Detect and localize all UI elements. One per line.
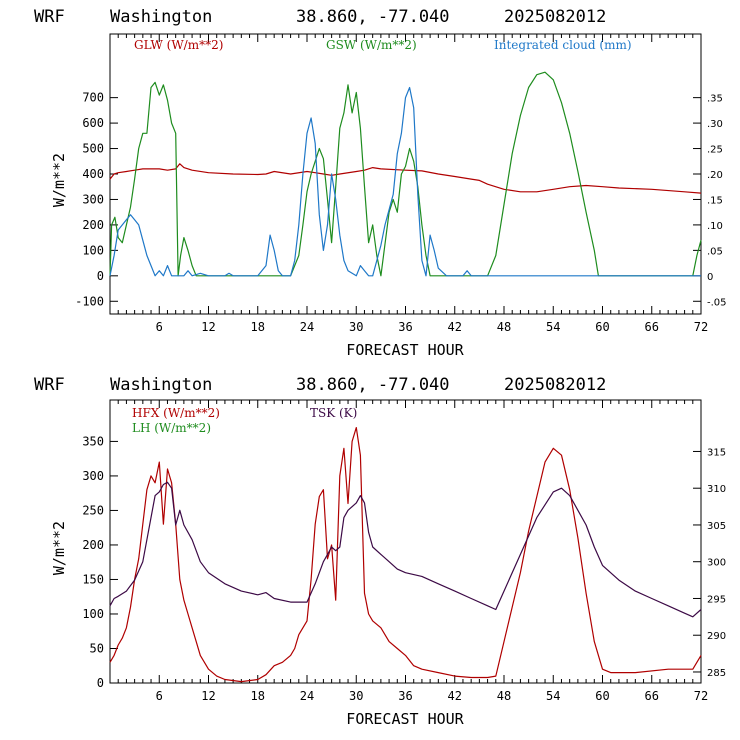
- x-tick-label: 66: [645, 689, 659, 703]
- x-tick-label: 72: [694, 320, 708, 334]
- x-tick-label: 36: [398, 320, 412, 334]
- series-line: [109, 427, 702, 683]
- x-tick-label: 24: [300, 689, 314, 703]
- series-line: [109, 163, 702, 194]
- y-axis-left: -100 0 100 200 300 400 500 600 700: [75, 91, 118, 308]
- y-tick-label: 200: [82, 538, 104, 552]
- y-tick-label: 500: [82, 142, 104, 156]
- y-axis-label: W/m**2: [50, 153, 68, 207]
- x-tick-label: 36: [398, 689, 412, 703]
- header-model-2: WRF: [34, 375, 65, 395]
- header-coords: 38.860, -77.040: [296, 7, 450, 27]
- y-tick-label: 150: [82, 572, 104, 586]
- x-tick-label: 60: [595, 689, 609, 703]
- x-tick-label: 6: [156, 320, 163, 334]
- series-line: [109, 481, 702, 618]
- header-location: Washington: [110, 7, 212, 27]
- y-tick-label: 0: [97, 269, 104, 283]
- y-right-tick-label: .05: [707, 246, 723, 257]
- series-line: [109, 86, 701, 277]
- y-axis-left-2: 0 50 100 150 200 250 300 350: [82, 434, 118, 690]
- series-line: [109, 71, 702, 277]
- y-right-tick-label: 290: [707, 631, 726, 642]
- x-tick-label: 48: [497, 320, 511, 334]
- x-tick-label: 72: [694, 689, 708, 703]
- y-tick-label: 0: [97, 676, 104, 690]
- y-tick-label: 100: [82, 607, 104, 621]
- y-right-tick-label: .30: [707, 119, 723, 130]
- header-init-time-2: 2025082012: [504, 375, 606, 395]
- plot-frame-2: [109, 399, 702, 684]
- legend-gsw: GSW (W/m**2): [326, 38, 417, 52]
- x-tick-label: 48: [497, 689, 511, 703]
- y-right-tick-label: 0: [707, 272, 713, 283]
- y-right-tick-label: 285: [707, 668, 726, 679]
- y-tick-label: 400: [82, 167, 104, 181]
- header-coords-2: 38.860, -77.040: [296, 375, 450, 395]
- y-right-tick-label: 310: [707, 484, 726, 495]
- series-group-2: [109, 427, 702, 683]
- y-tick-label: 200: [82, 218, 104, 232]
- y-tick-label: -100: [75, 294, 104, 308]
- x-axis: 6 12 18 24 30 36 42 48 54 60 66 72: [117, 34, 708, 334]
- x-tick-label: 6: [156, 689, 163, 703]
- y-tick-label: 600: [82, 116, 104, 130]
- x-tick-label: 24: [300, 320, 314, 334]
- y-tick-label: 250: [82, 503, 104, 517]
- x-axis-label: FORECAST HOUR: [346, 341, 464, 359]
- y-right-tick-label: .25: [707, 145, 723, 156]
- y-right-tick-label: 315: [707, 447, 726, 458]
- x-tick-label: 54: [546, 320, 560, 334]
- y-tick-label: 300: [82, 469, 104, 483]
- y-axis-right-2: 285 290 295 300 305 310 315: [693, 447, 726, 679]
- legend-lh: LH (W/m**2): [132, 421, 211, 435]
- surface-flux-panel: 6 12 18 24 30 36 42 48 54 60 66 72 0 50 100 150 200 250 3…: [50, 399, 726, 728]
- x-tick-label: 30: [349, 689, 363, 703]
- x-tick-label: 18: [251, 320, 265, 334]
- x-tick-label: 60: [595, 320, 609, 334]
- y-tick-label: 700: [82, 91, 104, 105]
- y-right-tick-label: .35: [707, 94, 723, 105]
- legend-glw: GLW (W/m**2): [134, 38, 223, 52]
- x-tick-label: 12: [201, 320, 215, 334]
- y-tick-label: 300: [82, 192, 104, 206]
- y-right-tick-label: 295: [707, 594, 726, 605]
- y-right-tick-label: -.05: [707, 297, 727, 308]
- legend-tsk: TSK (K): [310, 406, 357, 420]
- x-tick-label: 30: [349, 320, 363, 334]
- y-tick-label: 100: [82, 243, 104, 257]
- y-right-tick-label: 300: [707, 558, 726, 569]
- x-tick-label: 12: [201, 689, 215, 703]
- x-tick-label: 18: [251, 689, 265, 703]
- legend-hfx: HFX (W/m**2): [132, 406, 220, 420]
- y-axis-label-2: W/m**2: [50, 521, 68, 575]
- header-init-time: 2025082012: [504, 7, 606, 27]
- x-axis-label-2: FORECAST HOUR: [346, 710, 464, 728]
- y-right-tick-label: .15: [707, 195, 723, 206]
- x-tick-label: 66: [645, 320, 659, 334]
- header-location-2: Washington: [110, 375, 212, 395]
- series-group: [109, 71, 702, 277]
- legend-cloud: Integrated cloud (mm): [494, 38, 632, 52]
- y-right-tick-label: 305: [707, 521, 726, 532]
- y-right-tick-label: .20: [707, 170, 723, 181]
- y-tick-label: 50: [90, 641, 104, 655]
- y-tick-label: 350: [82, 434, 104, 448]
- header-model: WRF: [34, 7, 65, 27]
- y-right-tick-label: .10: [707, 221, 723, 232]
- x-tick-label: 54: [546, 689, 560, 703]
- x-tick-label: 42: [448, 689, 462, 703]
- x-tick-label: 42: [448, 320, 462, 334]
- radiation-panel: 6 12 18 24 30 36 42 48 54 60 66 72 -100 0 100 200 300 40…: [50, 33, 727, 359]
- plot-frame: [109, 33, 702, 315]
- x-axis-2: 6 12 18 24 30 36 42 48 54 60 66 72: [117, 400, 708, 703]
- y-axis-right: -.05 0 .05 .10 .15 .20 .25 .30 .35: [693, 94, 727, 308]
